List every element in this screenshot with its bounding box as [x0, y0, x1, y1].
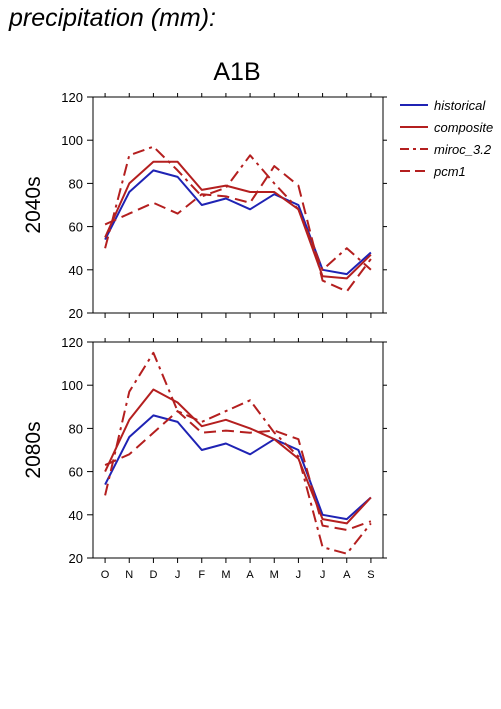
legend-label-pcm1: pcm1 [433, 164, 466, 179]
x-tick-label: A [246, 569, 254, 581]
plot-panel-2040s: 20 40 60 80 100 120 2040s [22, 90, 387, 321]
x-tick-label: F [198, 569, 205, 581]
plots-area: 20 40 60 80 100 120 2040s 20 40 60 80 100 120 O N D J F M A… [22, 90, 387, 581]
x-tick-label: M [270, 569, 279, 581]
y-tick-label: 20 [69, 306, 83, 321]
series-line-historical [104, 169, 372, 276]
panel-title: A1B [213, 58, 260, 86]
page-title: precipitation (mm): [9, 4, 216, 32]
row-label: 2040s [22, 176, 45, 233]
x-tick-label: D [149, 569, 157, 581]
plot-panel-2080s: 20 40 60 80 100 120 O N D J F M A M J J A S 2080s [22, 335, 387, 581]
legend-label-composite: composite [434, 120, 493, 135]
x-tick-label: M [221, 569, 230, 581]
legend-label-historical: historical [434, 98, 486, 113]
chart-legend: historical composite miroc_3.2 pcm1 [400, 98, 493, 179]
series-line-pcm1 [104, 165, 372, 293]
x-tick-label: J [320, 569, 326, 581]
x-tick-label: A [343, 569, 351, 581]
y-tick-label: 120 [61, 90, 83, 105]
y-tick-label: 120 [61, 335, 83, 350]
row-label: 2080s [22, 421, 45, 478]
plot-frame [92, 96, 384, 314]
x-tick-label: N [125, 569, 133, 581]
series-line-historical [104, 414, 372, 521]
x-tick-label: J [175, 569, 181, 581]
y-tick-label: 100 [61, 378, 83, 393]
x-tick-label: J [296, 569, 302, 581]
y-tick-label: 100 [61, 133, 83, 148]
plot-frame [92, 341, 384, 559]
series-line-miroc_3.2 [104, 351, 372, 555]
y-tick-label: 80 [69, 176, 83, 191]
legend-label-miroc_3.2: miroc_3.2 [434, 142, 492, 157]
series-line-composite [104, 388, 372, 525]
series-line-miroc_3.2 [104, 145, 372, 271]
series-line-pcm1 [104, 410, 372, 531]
x-tick-label: S [367, 569, 374, 581]
y-tick-label: 80 [69, 421, 83, 436]
x-tick-label: O [101, 569, 110, 581]
y-tick-label: 60 [69, 220, 83, 235]
y-tick-label: 20 [69, 551, 83, 566]
y-tick-label: 60 [69, 465, 83, 480]
series-line-composite [104, 160, 372, 280]
y-tick-label: 40 [69, 263, 83, 278]
y-tick-label: 40 [69, 508, 83, 523]
